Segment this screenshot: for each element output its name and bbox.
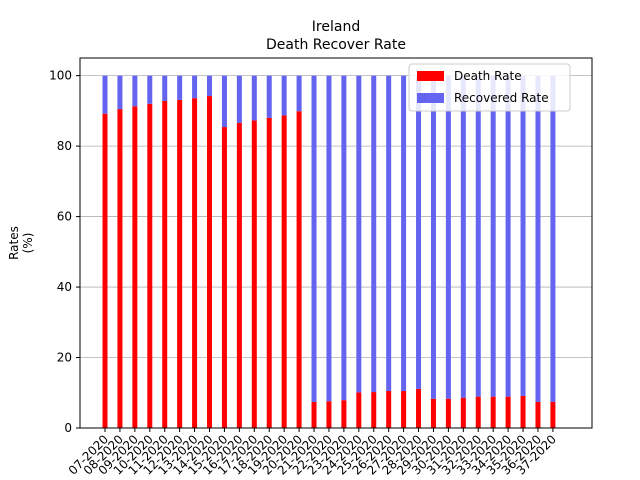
recovered-rate-bar[interactable]	[132, 75, 138, 107]
death-rate-bar[interactable]	[490, 396, 496, 428]
death-rate-bar[interactable]	[177, 99, 183, 428]
chart-subtitle: Death Recover Rate	[266, 37, 406, 53]
death-rate-bar[interactable]	[416, 388, 422, 428]
recovered-rate-bar[interactable]	[326, 75, 332, 402]
recovered-rate-bar[interactable]	[117, 75, 123, 110]
recovered-rate-bar[interactable]	[296, 75, 302, 112]
recovered-rate-bar[interactable]	[147, 75, 153, 104]
recovered-rate-bar[interactable]	[266, 75, 272, 118]
death-rate-bar[interactable]	[281, 115, 287, 428]
recovered-rate-bar[interactable]	[102, 75, 108, 114]
death-rate-bar[interactable]	[102, 113, 108, 428]
recovered-rate-bar[interactable]	[520, 75, 526, 396]
legend-label-recovered-rate: Recovered Rate	[454, 91, 549, 105]
death-rate-bar[interactable]	[430, 398, 436, 428]
recovered-rate-bar[interactable]	[550, 75, 556, 402]
legend[interactable]: Death Rate Recovered Rate	[408, 63, 571, 112]
y-tick-label: 0	[64, 421, 72, 435]
death-rate-bar[interactable]	[401, 391, 407, 428]
recovered-rate-bar[interactable]	[460, 75, 466, 398]
recovered-rate-bar[interactable]	[281, 75, 287, 116]
death-rate-bar[interactable]	[326, 401, 332, 428]
death-rate-bar[interactable]	[386, 391, 392, 428]
recovered-rate-bar[interactable]	[251, 75, 257, 121]
death-rate-bar[interactable]	[192, 98, 198, 429]
recovered-rate-bar[interactable]	[416, 75, 422, 389]
recovered-rate-bar[interactable]	[490, 75, 496, 397]
death-rate-bar[interactable]	[251, 120, 257, 428]
y-axis-label-line: Rates	[7, 226, 21, 260]
recovered-rate-bar[interactable]	[535, 75, 541, 402]
death-rate-bar[interactable]	[550, 401, 556, 428]
recovered-rate-bar[interactable]	[475, 75, 481, 397]
axes	[79, 57, 593, 429]
y-axis-label-group: Rates(%)	[7, 226, 35, 260]
recovered-rate-bar[interactable]	[311, 75, 317, 402]
plot-frame	[79, 57, 593, 429]
recovered-rate-bar[interactable]	[177, 75, 183, 100]
death-rate-bar[interactable]	[371, 392, 377, 428]
legend-label-death-rate: Death Rate	[454, 69, 522, 83]
recovered-rate-bar[interactable]	[356, 75, 362, 393]
death-rate-bar[interactable]	[147, 103, 153, 429]
death-rate-bar[interactable]	[236, 122, 242, 428]
recovered-rate-bar[interactable]	[445, 75, 451, 399]
recovered-rate-bar[interactable]	[236, 75, 242, 123]
death-rate-bar[interactable]	[356, 392, 362, 428]
y-tick-label: 20	[57, 351, 72, 365]
recovered-rate-bar[interactable]	[386, 75, 392, 391]
death-rate-bar[interactable]	[341, 400, 347, 428]
death-rate-bar[interactable]	[535, 401, 541, 428]
recovered-rate-bar[interactable]	[430, 75, 436, 399]
recovered-rate-bar[interactable]	[401, 75, 407, 391]
y-ticks: 0 20 40 60 80 100	[49, 69, 80, 435]
recovered-rate-bar[interactable]	[505, 75, 511, 397]
death-rate-bar[interactable]	[221, 127, 227, 429]
death-rate-bar[interactable]	[520, 395, 526, 428]
death-rate-bar[interactable]	[460, 397, 466, 428]
recovered-rate-bar[interactable]	[162, 75, 168, 101]
death-rate-bar[interactable]	[266, 117, 272, 429]
x-ticks: 07-202008-202009-202010-202011-202012-20…	[66, 428, 559, 478]
y-tick-label: 40	[57, 280, 72, 294]
legend-box	[408, 63, 571, 112]
death-rate-bar[interactable]	[311, 401, 317, 428]
recovered-rate-bar[interactable]	[371, 75, 377, 393]
y-axis-label-line: (%)	[21, 233, 35, 254]
legend-swatch-death-rate	[417, 71, 444, 81]
recovered-rate-bar[interactable]	[341, 75, 347, 401]
death-rate-bar[interactable]	[132, 106, 138, 429]
y-tick-label: 80	[57, 139, 72, 153]
death-rate-bar[interactable]	[475, 396, 481, 428]
death-rate-bar[interactable]	[505, 396, 511, 428]
death-rate-bar[interactable]	[162, 100, 168, 428]
legend-swatch-recovered-rate	[417, 93, 444, 103]
death-rate-bar[interactable]	[296, 111, 302, 428]
y-tick-label: 100	[49, 69, 72, 83]
recovered-rate-bar[interactable]	[192, 75, 198, 99]
death-rate-bar[interactable]	[117, 109, 123, 428]
death-rate-bar[interactable]	[207, 96, 213, 429]
recovered-rate-bar[interactable]	[207, 75, 213, 97]
recovered-rate-bar[interactable]	[221, 75, 227, 128]
death-rate-bar[interactable]	[445, 398, 451, 428]
y-axis-label-text: Rates(%)	[7, 226, 35, 260]
chart-title: Ireland	[312, 19, 360, 35]
bars	[102, 75, 556, 429]
y-tick-label: 60	[57, 210, 72, 224]
